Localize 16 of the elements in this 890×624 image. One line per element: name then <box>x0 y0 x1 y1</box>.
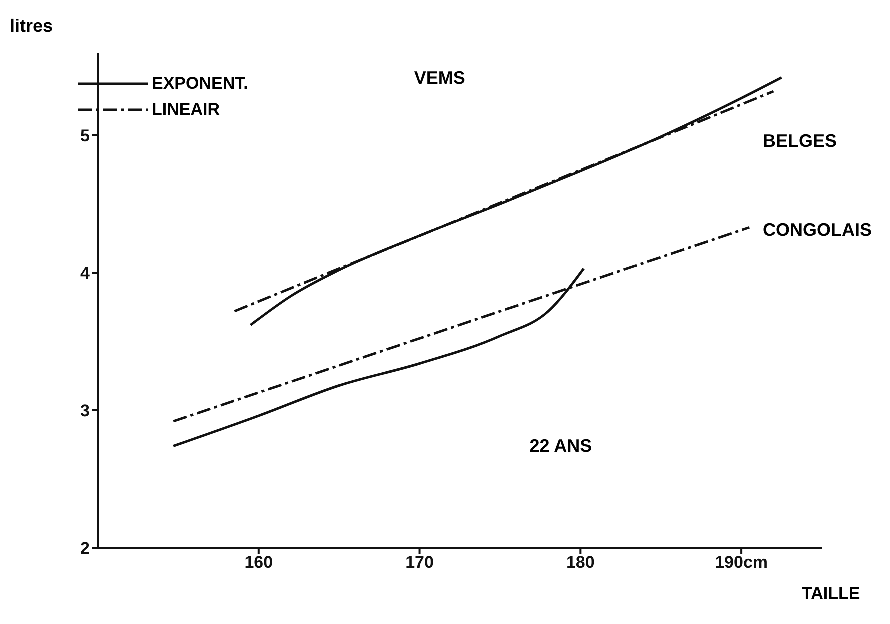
legend-label: LINEAIR <box>152 100 220 120</box>
legend-label: EXPONENT. <box>152 74 248 94</box>
y-tick-label: 4 <box>80 264 91 284</box>
x-axis-title: TAILLE <box>802 584 860 604</box>
annotation: CONGOLAIS <box>763 220 872 241</box>
x-tick-label: 170 <box>406 553 434 572</box>
annotation: VEMS <box>414 68 466 89</box>
y-tick-label: 2 <box>80 539 90 558</box>
annotation: 22 ANS <box>530 436 592 458</box>
y-axis-title: litres <box>10 16 54 37</box>
x-tick-label: 190cm <box>715 553 768 572</box>
x-tick-label: 160 <box>244 553 274 572</box>
y-tick-label: 3 <box>80 402 90 421</box>
x-tick-label: 180 <box>566 553 595 572</box>
y-tick-label: 5 <box>80 126 90 146</box>
annotation: BELGES <box>763 131 838 152</box>
